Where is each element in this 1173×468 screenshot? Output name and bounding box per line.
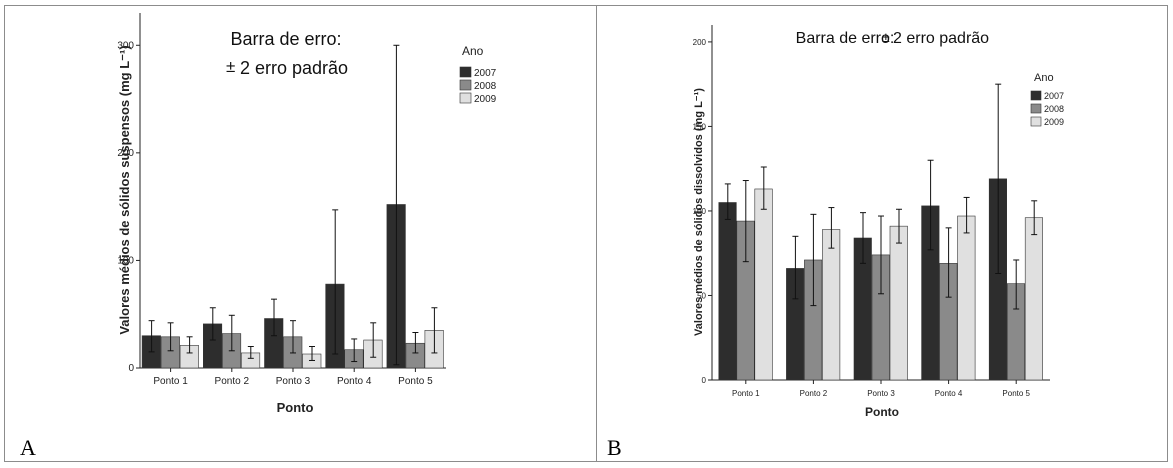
plot-area: 0 50 100 150 200 Ponto 1 Ponto 2 Ponto 3 Ponto 4… [693, 25, 1064, 398]
bar [1024, 217, 1043, 381]
error-bar-note-line2: 2 erro padrão [893, 30, 989, 47]
bar [957, 215, 976, 381]
legend-label: 2008 [474, 81, 497, 92]
y-tick-label: 200 [117, 148, 134, 159]
legend-swatch [1030, 103, 1042, 114]
x-tick-label: Ponto 1 [732, 389, 760, 398]
figure-frame [4, 5, 1168, 462]
x-axis-label: Ponto [865, 405, 899, 419]
x-tick-label: Ponto 5 [398, 376, 433, 387]
x-tick-label: Ponto 5 [1002, 389, 1030, 398]
x-tick-label: Ponto 3 [867, 389, 895, 398]
x-tick-label: Ponto 4 [337, 376, 372, 387]
error-bar-note-line1: Barra de erro: [230, 29, 341, 49]
x-tick-label: Ponto 3 [276, 376, 311, 387]
legend-label: 2007 [474, 68, 497, 79]
legend-swatch [459, 79, 472, 91]
legend-label: 2009 [474, 94, 497, 105]
panel-label-b: B [607, 435, 622, 460]
legend-swatch [1030, 116, 1042, 127]
y-axis-label: Valores médios de sólidos suspensos (mg … [117, 45, 132, 334]
x-axis-label: Ponto [277, 400, 314, 415]
bar [754, 188, 773, 381]
y-tick-label: 150 [693, 122, 707, 131]
bar [822, 229, 841, 381]
legend-title: Ano [1034, 72, 1054, 84]
legend-label: 2009 [1044, 117, 1064, 127]
y-tick-label: 300 [117, 40, 134, 51]
error-bar-note-line1: Barra de erro: [796, 30, 895, 47]
panel-divider [596, 5, 597, 462]
panel-label-a: A [20, 435, 36, 460]
plus-minus-symbol: ± [226, 57, 235, 76]
bar [889, 225, 908, 381]
y-tick-label: 100 [117, 255, 134, 266]
y-tick-label: 0 [702, 376, 707, 385]
legend-title: Ano [462, 44, 484, 58]
y-tick-label: 50 [697, 291, 706, 300]
error-bar-note-line2: 2 erro padrão [240, 58, 348, 78]
x-tick-label: Ponto 4 [935, 389, 963, 398]
legend-label: 2007 [1044, 91, 1064, 101]
plus-minus-symbol: ± [882, 29, 890, 45]
legend-swatch [1030, 90, 1042, 101]
y-axis-label: Valores médios de sólidos dissolvidos (m… [693, 88, 705, 336]
plot-area: 0 100 200 300 Ponto 1 Ponto 2 Ponto 3 Ponto 4 Po… [117, 13, 497, 387]
legend-swatch [459, 66, 472, 78]
y-tick-label: 200 [693, 38, 707, 47]
x-tick-label: Ponto 1 [153, 376, 188, 387]
y-tick-label: 100 [693, 207, 707, 216]
legend-label: 2008 [1044, 104, 1064, 114]
legend-swatch [459, 92, 472, 104]
x-tick-label: Ponto 2 [800, 389, 828, 398]
bar [718, 202, 737, 381]
y-tick-label: 0 [128, 363, 134, 374]
x-tick-label: Ponto 2 [215, 376, 250, 387]
